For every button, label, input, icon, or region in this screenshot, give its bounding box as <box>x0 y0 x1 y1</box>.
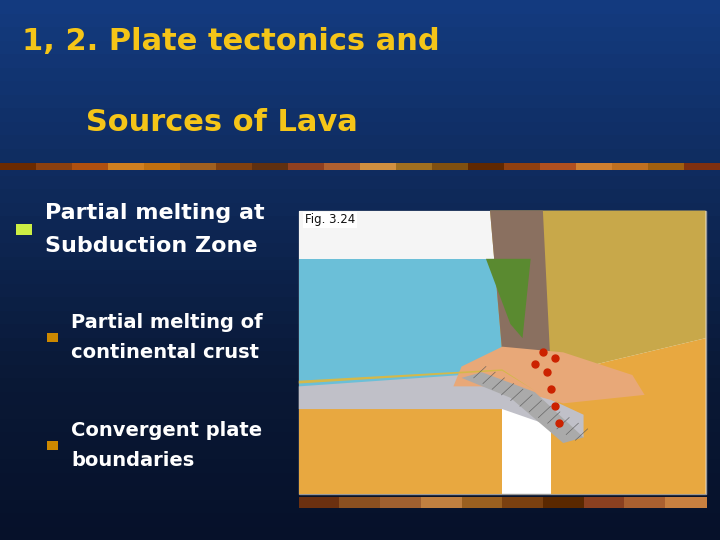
Bar <box>0 524 720 540</box>
Bar <box>360 163 397 170</box>
Bar <box>396 163 433 170</box>
Bar <box>144 163 181 170</box>
Text: Sources of Lava: Sources of Lava <box>22 108 357 137</box>
Bar <box>612 163 649 170</box>
Text: 1, 2. Plate tectonics and: 1, 2. Plate tectonics and <box>22 27 439 56</box>
Polygon shape <box>486 259 531 338</box>
Polygon shape <box>551 338 706 494</box>
Bar <box>299 211 706 259</box>
Bar <box>0 281 720 297</box>
Bar <box>0 227 720 243</box>
Bar <box>0 267 720 284</box>
Polygon shape <box>299 369 535 390</box>
Bar <box>0 213 720 230</box>
Text: boundaries: boundaries <box>71 450 194 470</box>
Bar <box>684 163 720 170</box>
Bar <box>47 333 58 342</box>
Bar <box>0 119 720 135</box>
Bar <box>0 483 720 500</box>
Bar <box>468 163 505 170</box>
Polygon shape <box>462 372 583 443</box>
Bar <box>0 294 720 310</box>
Bar <box>648 163 685 170</box>
Bar <box>0 308 720 324</box>
Polygon shape <box>490 211 706 375</box>
Bar <box>432 163 469 170</box>
Bar <box>420 497 463 508</box>
Bar <box>0 321 720 338</box>
Bar <box>216 163 253 170</box>
Bar <box>0 173 720 189</box>
Bar <box>504 163 541 170</box>
Bar <box>0 402 720 418</box>
Bar <box>0 335 720 351</box>
Bar <box>0 240 720 256</box>
Bar <box>0 200 720 216</box>
Polygon shape <box>299 409 503 494</box>
Bar <box>380 497 422 508</box>
Bar <box>0 497 720 513</box>
Bar <box>0 11 720 27</box>
Bar <box>0 443 720 459</box>
Bar <box>462 497 504 508</box>
Bar <box>0 470 720 486</box>
Bar <box>0 78 720 94</box>
Text: Fig. 3.24: Fig. 3.24 <box>305 213 355 226</box>
Bar <box>0 254 720 270</box>
Bar <box>0 51 720 68</box>
Bar <box>0 362 720 378</box>
Bar <box>299 211 706 494</box>
Bar <box>72 163 109 170</box>
Text: Partial melting of: Partial melting of <box>71 313 263 333</box>
Bar <box>0 163 37 170</box>
Bar <box>324 163 361 170</box>
Bar <box>180 163 217 170</box>
Polygon shape <box>454 347 644 403</box>
Bar <box>576 163 613 170</box>
Text: Partial melting at: Partial melting at <box>45 203 264 224</box>
Bar <box>0 105 720 122</box>
Bar <box>252 163 289 170</box>
Bar <box>583 497 626 508</box>
Bar <box>0 389 720 405</box>
Bar <box>665 497 707 508</box>
Bar <box>0 159 720 176</box>
Bar <box>0 456 720 472</box>
Text: Subduction Zone: Subduction Zone <box>45 235 257 256</box>
Bar <box>543 497 585 508</box>
Bar <box>0 38 720 54</box>
Bar <box>0 146 720 162</box>
Bar <box>0 510 720 526</box>
Bar <box>0 186 720 202</box>
Bar <box>0 132 720 149</box>
Bar <box>299 259 510 395</box>
Text: continental crust: continental crust <box>71 342 259 362</box>
Bar <box>0 429 720 445</box>
Bar <box>0 348 720 364</box>
Bar <box>108 163 145 170</box>
Bar <box>36 163 73 170</box>
Bar <box>0 65 720 81</box>
Bar <box>47 441 58 450</box>
Bar <box>540 163 577 170</box>
Bar <box>0 92 720 108</box>
Bar <box>0 375 720 391</box>
Bar <box>0 0 720 14</box>
Bar <box>16 224 32 235</box>
Bar <box>0 24 720 40</box>
Bar <box>0 416 720 432</box>
Text: Convergent plate: Convergent plate <box>71 421 262 441</box>
Bar <box>624 497 667 508</box>
Bar <box>288 163 325 170</box>
Bar <box>340 497 382 508</box>
Polygon shape <box>490 211 551 387</box>
Bar <box>503 497 544 508</box>
Polygon shape <box>299 372 583 437</box>
Bar <box>299 497 341 508</box>
Bar <box>299 497 706 508</box>
